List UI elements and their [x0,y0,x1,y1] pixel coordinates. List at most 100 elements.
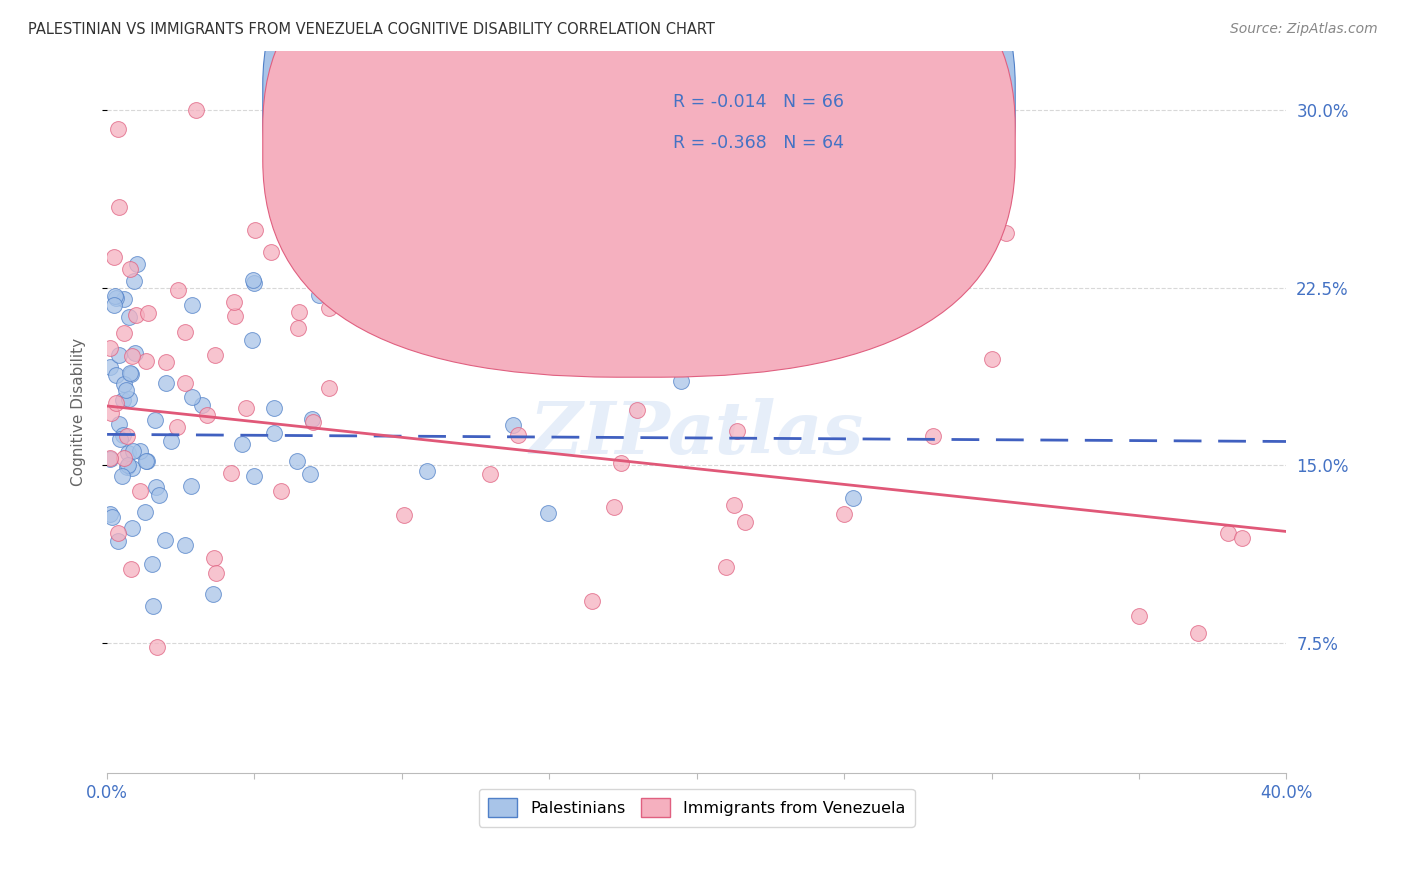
FancyBboxPatch shape [263,0,1015,377]
Point [980,351,1002,366]
Point [108,417,131,431]
Point [121,521,143,535]
Point [184,103,207,117]
Point [155,376,177,391]
Point [120,367,142,381]
Point [174,376,197,390]
Point [263,401,285,415]
Point [1128,608,1150,623]
Point [121,461,143,475]
Point [479,467,502,482]
Point [136,454,159,468]
Point [671,374,693,388]
Point [502,418,524,433]
Text: R = -0.014   N = 66: R = -0.014 N = 66 [673,93,844,111]
Legend: Palestinians, Immigrants from Venezuela: Palestinians, Immigrants from Venezuela [479,789,915,827]
Point [128,483,150,498]
Point [725,424,748,438]
Point [127,257,149,271]
Point [167,283,190,297]
Point [110,432,132,446]
Point [166,420,188,434]
Point [120,262,142,277]
Point [832,507,855,521]
Point [221,466,243,480]
Point [392,508,415,522]
FancyBboxPatch shape [596,65,986,178]
Point [1187,626,1209,640]
Point [98,507,121,521]
FancyBboxPatch shape [263,0,1015,336]
Point [112,392,135,407]
Point [98,450,121,465]
Point [287,320,309,334]
Point [112,326,135,340]
Point [107,121,129,136]
Point [298,467,321,481]
Point [146,640,169,654]
Point [124,274,146,288]
Point [160,434,183,448]
Point [995,226,1018,240]
Point [135,454,157,468]
Point [713,275,735,289]
Point [285,454,308,468]
Point [195,408,218,422]
Point [142,599,165,613]
Point [318,382,340,396]
Point [101,509,124,524]
Point [612,316,634,330]
Point [224,309,246,323]
Text: R = -0.368   N = 64: R = -0.368 N = 64 [673,134,844,153]
Point [921,428,943,442]
Point [107,534,129,549]
Point [609,456,631,470]
Point [308,287,330,301]
Point [108,200,131,214]
Point [107,525,129,540]
Point [125,309,148,323]
Point [260,244,283,259]
Point [450,297,472,311]
Point [98,360,121,375]
Point [100,406,122,420]
Point [111,469,134,483]
Point [202,587,225,601]
Point [603,500,626,514]
Point [117,458,139,472]
Point [301,412,323,426]
Point [118,366,141,380]
Point [104,289,127,303]
Point [112,377,135,392]
Point [181,390,204,404]
Point [148,488,170,502]
Point [103,250,125,264]
Point [141,557,163,571]
Point [191,397,214,411]
Point [180,478,202,492]
Point [112,427,135,442]
Point [181,298,204,312]
Point [120,561,142,575]
Text: PALESTINIAN VS IMMIGRANTS FROM VENEZUELA COGNITIVE DISABILITY CORRELATION CHART: PALESTINIAN VS IMMIGRANTS FROM VENEZUELA… [28,22,716,37]
Point [124,346,146,360]
Point [115,383,138,397]
Point [105,396,128,410]
Point [242,273,264,287]
Point [134,505,156,519]
Point [734,515,756,529]
Point [117,446,139,460]
Point [1232,532,1254,546]
Point [136,306,159,320]
Point [118,392,141,406]
Point [107,349,129,363]
Point [243,469,266,483]
Point [112,450,135,465]
Point [117,429,139,443]
Point [235,401,257,416]
Point [416,464,439,478]
Point [174,325,197,339]
Point [243,223,266,237]
Text: ZIPatlas: ZIPatlas [530,398,863,469]
Point [121,349,143,363]
